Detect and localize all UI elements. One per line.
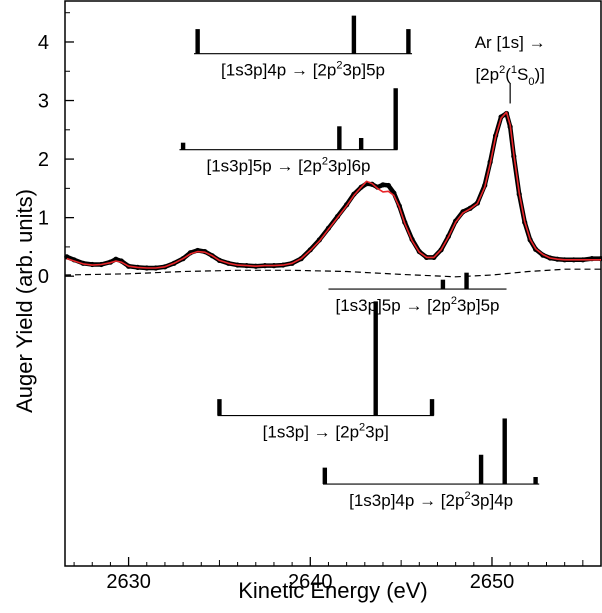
stick-line bbox=[195, 29, 200, 54]
stick-line bbox=[393, 88, 398, 150]
y-tick-label: 1 bbox=[38, 208, 49, 230]
stick-line bbox=[337, 126, 342, 150]
stick-line bbox=[533, 477, 538, 485]
measured-data-point bbox=[385, 182, 392, 189]
stick-label-part: → bbox=[309, 423, 335, 442]
stick-group: [1s3p]4p → [2p23p]5p bbox=[194, 15, 413, 80]
annotation-layer: Ar [1s] → [2p2(1S0)] bbox=[475, 33, 546, 104]
stick-label-part: [2p bbox=[335, 423, 359, 442]
stick-line bbox=[358, 138, 364, 150]
x-tick-label: 2650 bbox=[470, 571, 515, 593]
stick-line bbox=[464, 272, 469, 290]
x-tick-label: 2630 bbox=[106, 571, 151, 593]
y-tick-label: 3 bbox=[38, 91, 49, 113]
stick-label-part: → bbox=[272, 157, 298, 176]
stick-label-part: 3p]5p bbox=[457, 296, 500, 315]
stick-line bbox=[502, 418, 507, 485]
stick-line bbox=[440, 279, 446, 290]
annotation-part: S bbox=[517, 65, 528, 84]
annotation-line2: [2p2(1S0)] bbox=[475, 64, 544, 88]
annotation-part: ( bbox=[505, 65, 511, 84]
plot-frame bbox=[64, 0, 602, 567]
stick-group: [1s3p] → [2p23p] bbox=[217, 301, 435, 442]
stick-label-part: [2p bbox=[298, 157, 322, 176]
stick-label-part: [1s3p]5p bbox=[335, 296, 400, 315]
annotation-line1: Ar [1s] → bbox=[475, 33, 546, 52]
stick-label-part: 3p]5p bbox=[342, 61, 385, 80]
stick-label-part: → bbox=[414, 491, 440, 510]
stick-label-part: 3p]4p bbox=[471, 491, 514, 510]
stick-line bbox=[406, 29, 411, 54]
x-axis-label: Kinetic Energy (eV) bbox=[238, 578, 428, 603]
measured-data-point bbox=[64, 254, 70, 260]
stick-label-superscript: 2 bbox=[464, 490, 470, 502]
stick-label-part: → bbox=[286, 61, 312, 80]
stick-label: [1s3p]4p → [2p23p]5p bbox=[221, 60, 385, 80]
stick-label-part: [2p bbox=[427, 296, 451, 315]
stick-label: [1s3p]5p → [2p23p]6p bbox=[206, 156, 370, 176]
stick-label-part: [2p bbox=[441, 491, 465, 510]
stick-label-part: [1s3p]5p bbox=[206, 157, 271, 176]
fit-curve bbox=[66, 111, 601, 269]
stick-line bbox=[373, 301, 378, 416]
stick-label-superscript: 2 bbox=[336, 60, 342, 72]
stick-line bbox=[429, 399, 435, 416]
annotation-superscript: 2 bbox=[499, 64, 505, 76]
stick-label-part: 3p]6p bbox=[328, 157, 371, 176]
stick-label-part: [2p bbox=[313, 61, 337, 80]
y-tick-label: 4 bbox=[38, 32, 49, 54]
y-tick-label: 2 bbox=[38, 149, 49, 171]
data-layer bbox=[64, 110, 602, 278]
stick-group: [1s3p]5p → [2p23p]5p bbox=[328, 272, 507, 315]
stick-label-part: [1s3p]4p bbox=[349, 491, 414, 510]
stick-label-superscript: 2 bbox=[322, 156, 328, 168]
stick-line bbox=[322, 467, 328, 485]
stick-label-part: [1s3p] bbox=[263, 423, 309, 442]
measured-data-line bbox=[64, 111, 602, 271]
measured-data-point bbox=[380, 182, 386, 188]
stick-line bbox=[351, 15, 357, 54]
stick-layer: [1s3p]4p → [2p23p]5p[1s3p]5p → [2p23p]6p… bbox=[179, 15, 540, 510]
stick-label: [1s3p]5p → [2p23p]5p bbox=[335, 295, 499, 315]
stick-label: [1s3p] → [2p23p] bbox=[263, 422, 389, 442]
stick-label-superscript: 2 bbox=[359, 422, 365, 434]
annotation-part: )] bbox=[534, 65, 544, 84]
annotation-superscript: 1 bbox=[511, 64, 517, 76]
annotation-subscript: 0 bbox=[528, 76, 534, 88]
x-tick-label: 2640 bbox=[288, 571, 333, 593]
background-curve bbox=[64, 268, 601, 278]
stick-label: [1s3p]4p → [2p23p]4p bbox=[349, 490, 513, 510]
plot-area bbox=[64, 0, 602, 567]
stick-group: [1s3p]4p → [2p23p]4p bbox=[322, 418, 540, 510]
annotation-part: [2p bbox=[475, 65, 499, 84]
stick-label-part: → bbox=[401, 296, 427, 315]
stick-label-superscript: 2 bbox=[451, 295, 457, 307]
stick-label-part: 3p] bbox=[365, 423, 389, 442]
stick-line bbox=[180, 142, 186, 150]
stick-line bbox=[478, 454, 484, 485]
stick-label-part: [1s3p]4p bbox=[221, 61, 286, 80]
stick-group: [1s3p]5p → [2p23p]6p bbox=[179, 88, 398, 176]
y-tick-label: 0 bbox=[38, 266, 49, 288]
stick-line bbox=[217, 399, 222, 416]
y-axis-label: Auger Yield (arb. units) bbox=[12, 189, 37, 413]
